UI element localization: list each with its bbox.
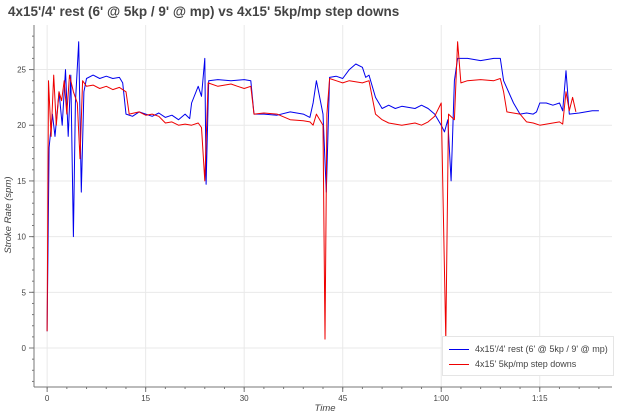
chart-title: 4x15'/4' rest (6' @ 5kp / 9' @ mp) vs 4x… xyxy=(8,4,400,19)
legend: 4x15'/4' rest (6' @ 5kp / 9' @ mp) 4x15'… xyxy=(442,336,614,376)
series-line-1 xyxy=(46,41,599,332)
series-layer xyxy=(46,41,599,340)
y-tick-label: 10 xyxy=(17,233,26,242)
y-tick-label: 5 xyxy=(22,288,27,297)
x-tick-label: 45 xyxy=(338,394,347,403)
legend-label-series-1: 4x15'/4' rest (6' @ 5kp / 9' @ mp) xyxy=(475,344,608,354)
x-tick-label: 30 xyxy=(240,394,249,403)
legend-item-series-1: 4x15'/4' rest (6' @ 5kp / 9' @ mp) xyxy=(449,344,608,354)
y-tick-label: 25 xyxy=(17,66,26,75)
x-tick-label: 1:00 xyxy=(433,394,449,403)
legend-swatch-series-1 xyxy=(449,348,469,350)
legend-item-series-2: 4x15' 5kp/mp step downs xyxy=(449,359,576,369)
series-line-2 xyxy=(46,41,577,340)
legend-swatch-series-2 xyxy=(449,363,469,365)
y-tick-label: 0 xyxy=(22,344,27,353)
grid xyxy=(34,25,612,387)
x-tick-label: 0 xyxy=(45,394,50,403)
y-axis-label: Stroke Rate (spm) xyxy=(3,176,14,253)
tick-labels: 0 15 30 45 1:00 1:15 0 5 10 15 20 25 xyxy=(17,66,548,403)
legend-label-series-2: 4x15' 5kp/mp step downs xyxy=(475,359,577,369)
x-tick-label: 1:15 xyxy=(532,394,548,403)
y-tick-label: 15 xyxy=(17,177,26,186)
axes xyxy=(29,25,612,392)
x-axis-label: Time xyxy=(314,403,335,414)
x-tick-label: 15 xyxy=(141,394,150,403)
y-tick-label: 20 xyxy=(17,121,26,130)
